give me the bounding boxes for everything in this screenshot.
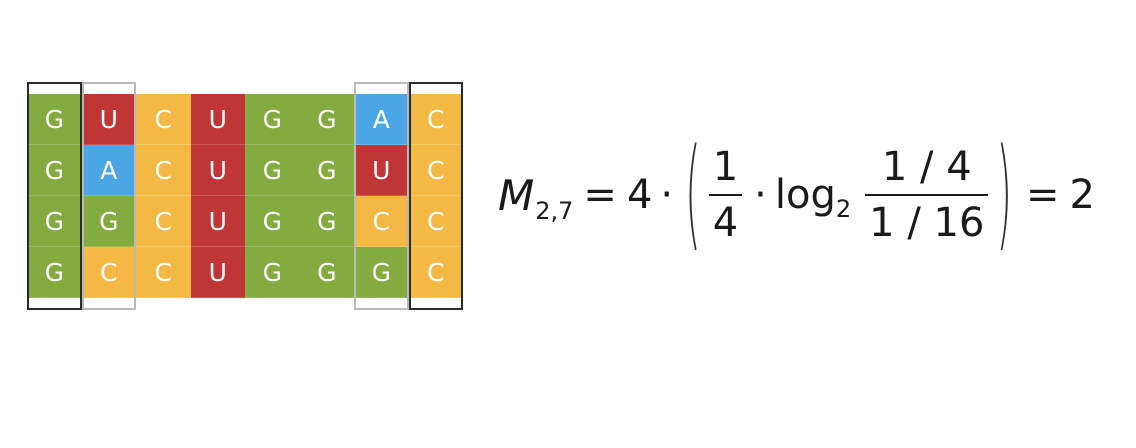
nucleotide-cell: U	[354, 145, 409, 196]
nucleotide-cell: A	[354, 94, 409, 145]
log-base: 2	[835, 195, 852, 223]
nucleotide-cell: U	[190, 196, 245, 247]
nucleotide-cell: C	[408, 247, 463, 298]
formula-subscript: 2,7	[535, 197, 574, 225]
nucleotide-cell: G	[245, 247, 300, 298]
nucleotide-cell: G	[81, 196, 136, 247]
nucleotide-cell: U	[81, 94, 136, 145]
nucleotide-cell: G	[299, 196, 354, 247]
nucleotide-cell: C	[136, 145, 191, 196]
nucleotide-cell: G	[245, 145, 300, 196]
log-function: log	[774, 172, 836, 218]
nucleotide-cell: C	[408, 145, 463, 196]
fraction-one-quarter: 1 4	[708, 144, 743, 246]
fraction-denominator: 1 / 16	[869, 200, 985, 246]
nucleotide-cell: G	[245, 94, 300, 145]
nucleotide-cell: G	[27, 247, 82, 298]
equals-sign: =	[1026, 172, 1060, 218]
nucleotide-cell: G	[299, 145, 354, 196]
nucleotide-cell: C	[136, 247, 191, 298]
nucleotide-cell: C	[354, 196, 409, 247]
nucleotide-cell: C	[81, 247, 136, 298]
fraction-denominator: 4	[712, 200, 739, 246]
nucleotide-cell: C	[136, 196, 191, 247]
equals-sign: =	[583, 172, 617, 218]
nucleotide-cell: C	[136, 94, 191, 145]
nucleotide-cell: G	[299, 94, 354, 145]
open-paren: (	[685, 126, 701, 264]
coefficient: 4	[626, 172, 653, 218]
formula-result: 2	[1069, 172, 1095, 218]
close-paren: )	[996, 126, 1013, 264]
nucleotide-cell: G	[354, 247, 409, 298]
nucleotide-cell: C	[408, 94, 463, 145]
fraction-bar	[708, 194, 743, 196]
fraction-numerator: 1 / 4	[881, 144, 972, 190]
fraction-bar	[865, 194, 989, 196]
nucleotide-cell: G	[27, 94, 82, 145]
nucleotide-cell: A	[81, 145, 136, 196]
multiply-dot: ·	[660, 172, 674, 218]
nucleotide-cell: U	[190, 247, 245, 298]
formula-symbol: M	[498, 170, 535, 220]
nucleotide-cell: G	[27, 145, 82, 196]
fraction-numerator: 1	[712, 144, 739, 190]
fraction-ratio: 1 / 4 1 / 16	[865, 144, 989, 246]
nucleotide-cell: G	[299, 247, 354, 298]
nucleotide-cell: U	[190, 145, 245, 196]
multiply-dot: ·	[754, 172, 767, 218]
nucleotide-cell: G	[245, 196, 300, 247]
nucleotide-cell: C	[408, 196, 463, 247]
nucleotide-cell: G	[27, 196, 82, 247]
mutual-information-formula: M 2,7 = 4 · ( 1 4 · log 2 1 / 4 1 / 16 ) =…	[498, 120, 1095, 270]
nucleotide-cell: U	[190, 94, 245, 145]
